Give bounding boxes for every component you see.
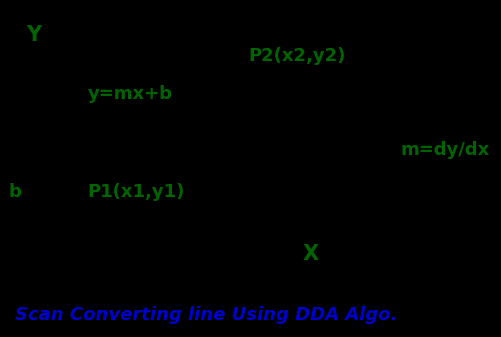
- Text: P1(x1,y1): P1(x1,y1): [88, 183, 185, 201]
- Text: Scan Converting line Using DDA Algo.: Scan Converting line Using DDA Algo.: [15, 306, 397, 324]
- Text: P2(x2,y2): P2(x2,y2): [248, 47, 345, 65]
- Text: Y: Y: [27, 25, 42, 45]
- Text: y=mx+b: y=mx+b: [88, 85, 173, 103]
- Text: X: X: [303, 244, 319, 265]
- Text: m=dy/dx: m=dy/dx: [401, 141, 490, 159]
- Text: b: b: [9, 183, 22, 201]
